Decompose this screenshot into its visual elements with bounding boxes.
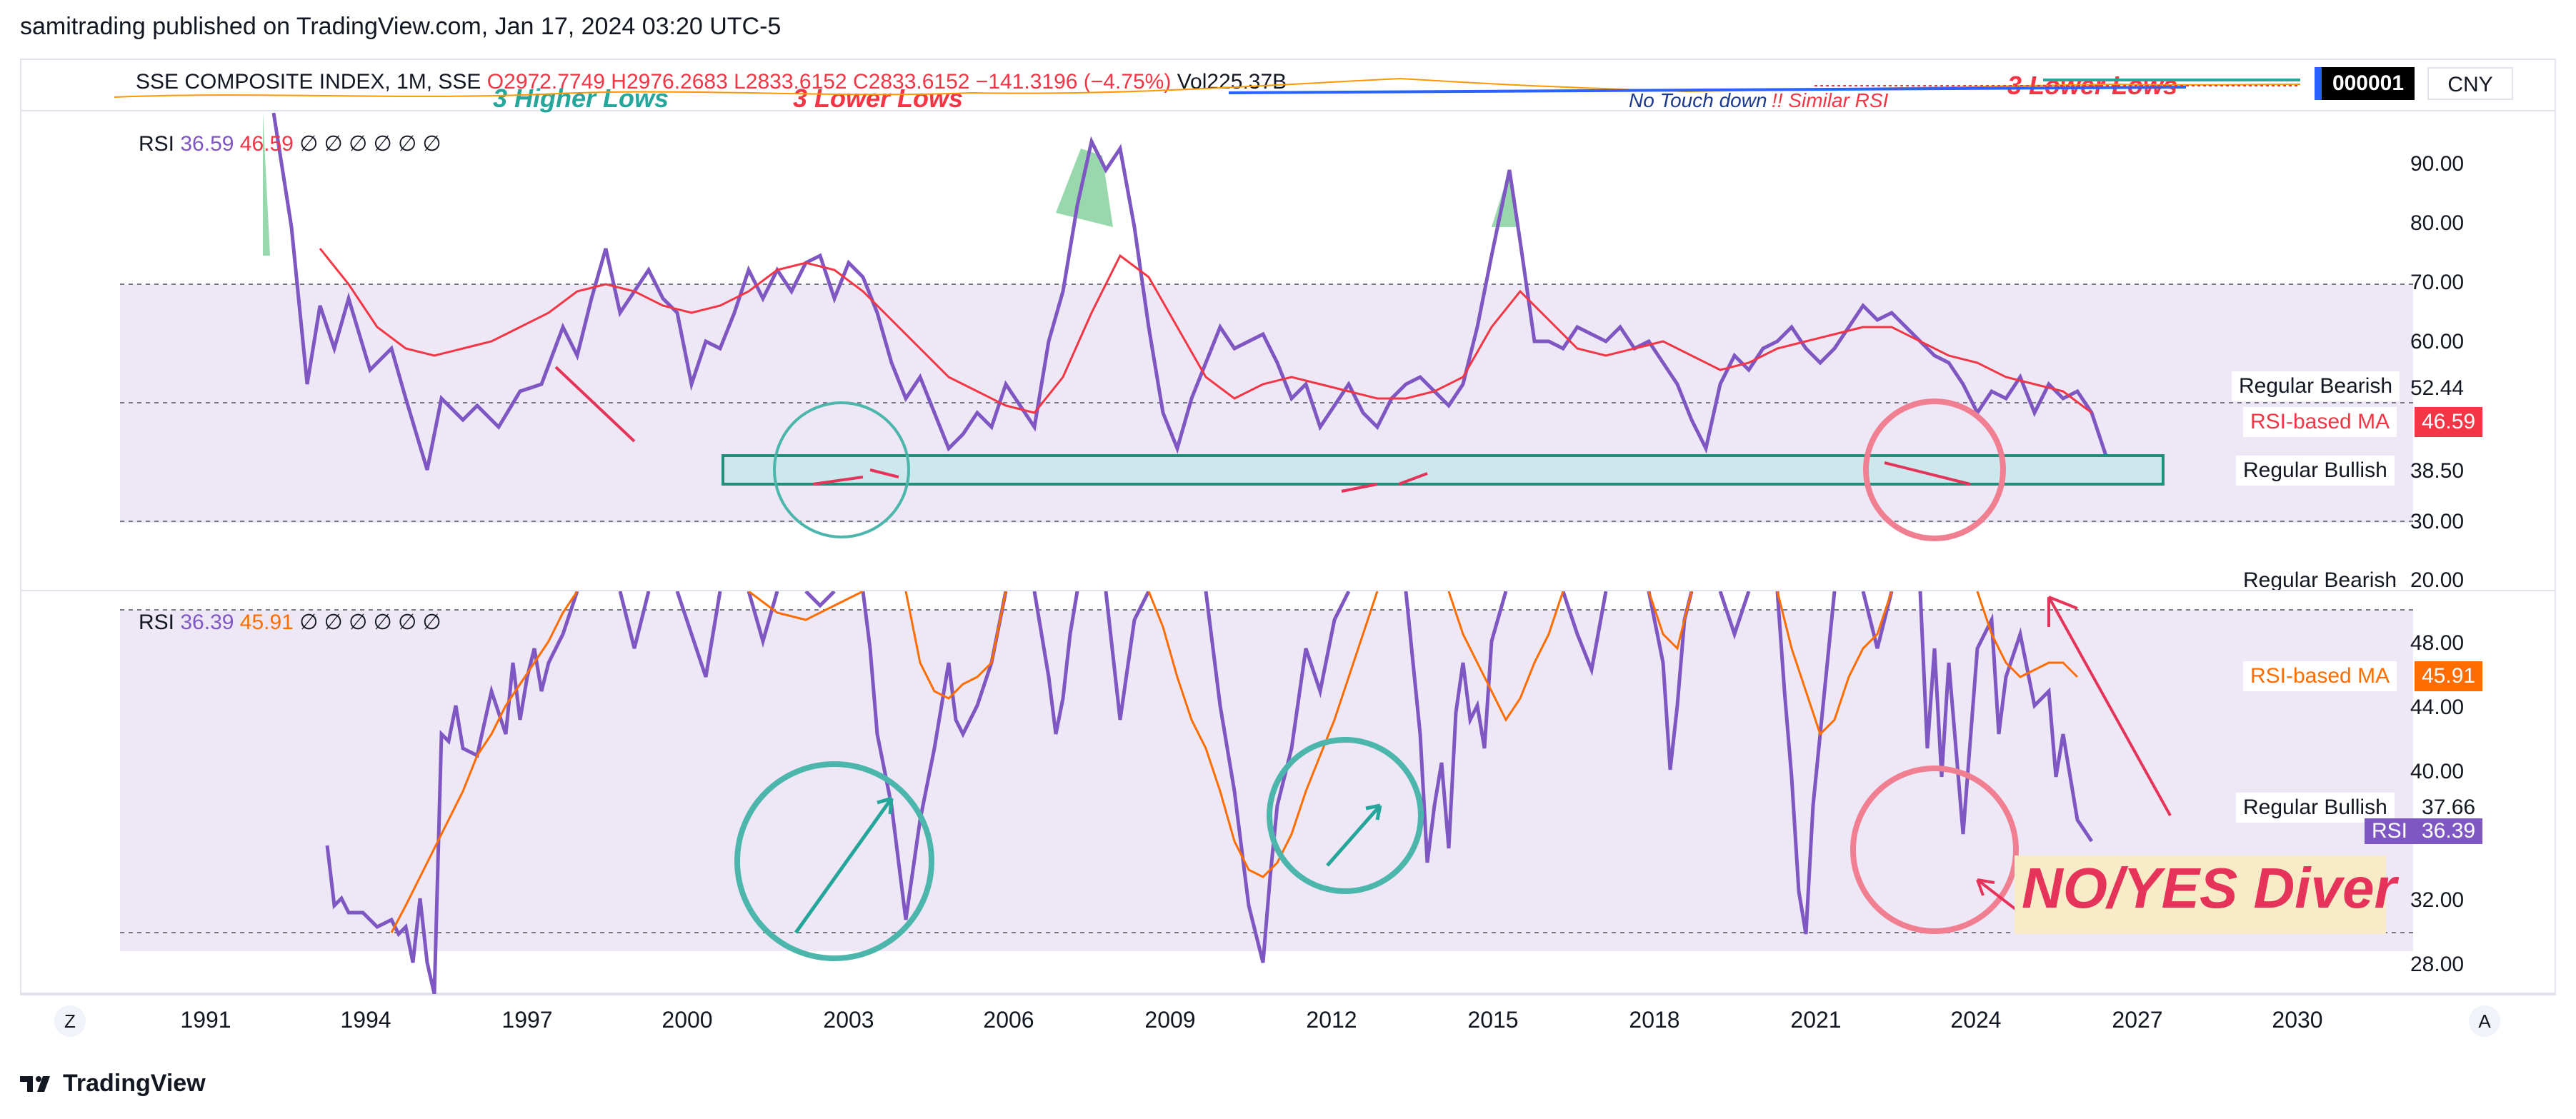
noyes-annotation: NO/YES Diver <box>2015 855 2397 934</box>
rsi-pane-2-placeholders: ∅ ∅ ∅ ∅ ∅ ∅ <box>299 611 441 634</box>
ohlc-high: H2976.2683 <box>611 70 728 94</box>
top-bar <box>20 59 2556 111</box>
rsi-line-pane-1 <box>271 113 2108 471</box>
y-tick: 48.00 <box>2410 631 2465 655</box>
symbol-legend[interactable]: SSE COMPOSITE INDEX, 1M, SSE O2972.7749 … <box>136 70 1287 94</box>
teal-circle-2003 <box>773 401 910 538</box>
x-tick: 2000 <box>662 1007 713 1033</box>
x-tick: 2018 <box>1629 1007 1680 1033</box>
red-arrows-small <box>812 461 1971 493</box>
rsi-ma-tag-label-2: RSI-based MA <box>2243 661 2397 691</box>
x-tick: 1994 <box>340 1007 391 1033</box>
regular-bullish-tag-2: Regular Bullish <box>2236 793 2395 823</box>
y-tick: 40.00 <box>2410 760 2465 783</box>
pink-circle-2023-lower <box>1850 766 2019 934</box>
zoom-button[interactable]: Z <box>54 1005 86 1037</box>
ohlc-open: O2972.7749 <box>486 70 605 94</box>
support-zone-box <box>722 454 2165 486</box>
compressed-price-strip: 3 Higher Lows 3 Lower Lows No Touch down… <box>114 71 2300 113</box>
rsi-pane-1-value: 36.59 <box>180 132 234 156</box>
rsi-pane-1-placeholders: ∅ ∅ ∅ ∅ ∅ ∅ <box>299 132 441 156</box>
rsi-ma-line-pane-2 <box>390 591 2079 933</box>
ohlc-change: −141.3196 (−4.75%) <box>975 70 1172 94</box>
symbol-badge: 000001 <box>2315 67 2415 100</box>
teal-circle-2012-lower <box>1267 737 1424 894</box>
x-tick: 2021 <box>1790 1007 1842 1033</box>
ohlc-low: L2833.6152 <box>734 70 847 94</box>
x-tick: 2003 <box>823 1007 874 1033</box>
y-tick: 44.00 <box>2410 696 2465 719</box>
y-tick: 52.44 <box>2410 376 2465 400</box>
rsi-ma-line-pane-1 <box>319 248 2092 414</box>
tradingview-logo[interactable]: TradingView <box>20 1070 206 1098</box>
regular-bullish-tag: Regular Bullish <box>2236 456 2395 486</box>
teal-circle-2003-lower <box>734 761 934 961</box>
overlay-text-3: No Touch down <box>1629 89 1767 111</box>
regular-bearish-tag: Regular Bearish <box>2232 371 2400 401</box>
rsi-overbought-fill-2 <box>1056 149 1113 227</box>
pink-circle-2023 <box>1863 398 2006 541</box>
overlay-text-1: 3 Higher Lows <box>493 84 669 113</box>
x-tick: 2024 <box>1950 1007 2002 1033</box>
rsi-pane-2-legend[interactable]: RSI 36.39 45.91 ∅ ∅ ∅ ∅ ∅ ∅ <box>139 610 441 635</box>
y-tick: 70.00 <box>2410 271 2465 294</box>
x-tick: 1997 <box>501 1007 553 1033</box>
rsi-pane-1-ma-value: 46.59 <box>239 132 294 156</box>
overlay-text-4: !! Similar RSI <box>1772 89 1889 111</box>
rsi-pane-2-ma-value: 45.91 <box>239 611 294 634</box>
x-tick: 2030 <box>2272 1007 2323 1033</box>
tradingview-logo-icon <box>20 1075 50 1092</box>
rsi-overbought-fill-1 <box>263 113 270 256</box>
x-tick: 2006 <box>983 1007 1034 1033</box>
x-tick: 2027 <box>2112 1007 2163 1033</box>
auto-scale-button[interactable]: A <box>2469 1005 2500 1037</box>
noyes-text: NO/YES Diver <box>2022 856 2397 920</box>
chart-frame <box>20 59 2556 994</box>
rsi-ma-tag-label: RSI-based MA <box>2243 407 2397 437</box>
y-tick: 30.00 <box>2410 510 2465 533</box>
y-tick: 32.00 <box>2410 888 2465 912</box>
ohlc-close: C2833.6152 <box>852 70 970 94</box>
red-arrow-1 <box>554 366 636 443</box>
y-tick: 60.00 <box>2410 330 2465 353</box>
x-tick: 2012 <box>1306 1007 1357 1033</box>
overlay-text-2: 3 Lower Lows <box>793 84 963 113</box>
teal-arrow-1 <box>794 796 894 934</box>
teal-arrow-2 <box>1326 803 1382 867</box>
currency-button[interactable]: CNY <box>2427 67 2513 100</box>
x-tick: 2009 <box>1144 1007 1196 1033</box>
publish-line: samitrading published on TradingView.com… <box>20 13 782 40</box>
y-tick: 38.50 <box>2410 459 2465 483</box>
rsi-tag-label-2: RSI <box>2365 818 2415 844</box>
red-arrow-diagonal <box>2047 596 2172 816</box>
y-tick: 90.00 <box>2410 152 2465 176</box>
rsi-pane-1-legend[interactable]: RSI 36.59 46.59 ∅ ∅ ∅ ∅ ∅ ∅ <box>139 131 441 156</box>
rsi-tag-value-2: 36.39 <box>2415 818 2483 844</box>
regular-bearish-tag-2: Regular Bearish <box>2236 571 2405 590</box>
y-tick: 20.00 <box>2410 568 2465 592</box>
y-tick: 80.00 <box>2410 211 2465 235</box>
rsi-pane-2-value: 36.39 <box>180 611 234 634</box>
y-tick: 28.00 <box>2410 953 2465 976</box>
rsi-pane-1[interactable] <box>120 113 2413 590</box>
x-axis-line <box>20 994 2556 995</box>
pane-separator[interactable] <box>20 590 2556 591</box>
rsi-ma-tag-value-2: 45.91 <box>2415 661 2483 691</box>
tradingview-logo-text: TradingView <box>63 1070 206 1097</box>
rsi-pane-1-label: RSI <box>139 132 175 156</box>
regular-bullish-value-2: 37.66 <box>2415 793 2483 823</box>
x-tick: 1991 <box>180 1007 231 1033</box>
rsi-pane-2-label: RSI <box>139 611 175 634</box>
rsi-ma-tag-value: 46.59 <box>2415 407 2483 437</box>
symbol-name: SSE COMPOSITE INDEX, 1M, SSE <box>136 70 481 94</box>
x-tick: 2015 <box>1467 1007 1519 1033</box>
